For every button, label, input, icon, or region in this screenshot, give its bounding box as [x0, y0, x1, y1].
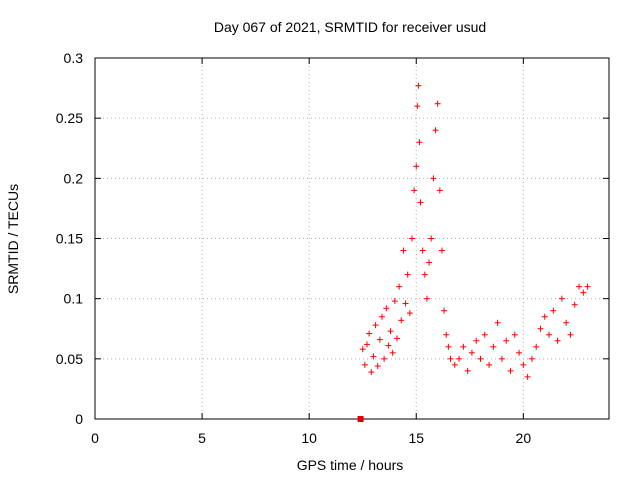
- data-point: [511, 331, 518, 338]
- data-point: [387, 328, 394, 335]
- y-tick-label: 0.15: [56, 231, 83, 247]
- data-point: [372, 322, 379, 329]
- y-tick-label: 0.25: [56, 110, 83, 126]
- data-point: [406, 310, 413, 317]
- y-tick-label: 0.1: [64, 291, 84, 307]
- data-point: [550, 307, 557, 314]
- y-tick-label: 0.3: [64, 50, 84, 66]
- data-point: [378, 313, 385, 320]
- data-point: [443, 331, 450, 338]
- data-point: [359, 346, 366, 353]
- data-point: [421, 271, 428, 278]
- data-point: [402, 300, 409, 307]
- y-axis-label: SRMTID / TECUs: [5, 184, 21, 294]
- data-point: [584, 283, 591, 290]
- x-axis-label: GPS time / hours: [297, 457, 404, 473]
- data-point: [580, 289, 587, 296]
- x-tick-label: 20: [516, 430, 532, 446]
- data-point: [520, 361, 527, 368]
- data-point: [414, 103, 421, 110]
- y-tick-label: 0.2: [64, 170, 84, 186]
- data-point: [464, 367, 471, 374]
- data-point: [468, 349, 475, 356]
- data-point: [503, 337, 510, 344]
- x-tick-label: 5: [198, 430, 206, 446]
- data-point: [563, 319, 570, 326]
- data-point: [498, 355, 505, 362]
- data-point: [436, 187, 443, 194]
- x-tick-label: 15: [408, 430, 424, 446]
- data-point: [481, 331, 488, 338]
- y-tick-label: 0: [75, 411, 83, 427]
- data-point: [537, 325, 544, 332]
- data-point: [434, 100, 441, 107]
- data-point: [381, 355, 388, 362]
- data-point: [516, 349, 523, 356]
- data-point: [445, 343, 452, 350]
- data-point: [494, 319, 501, 326]
- data-point: [393, 335, 400, 342]
- data-point: [374, 363, 381, 370]
- data-point: [554, 337, 561, 344]
- x-axis-ticks: 0 5 10 15 20: [91, 58, 531, 446]
- data-point: [571, 301, 578, 308]
- data-point: [528, 355, 535, 362]
- data-point: [385, 342, 392, 349]
- x-tick-label: 0: [91, 430, 99, 446]
- data-point: [400, 247, 407, 254]
- data-point: [447, 355, 454, 362]
- data-points: [359, 82, 591, 380]
- data-point: [558, 295, 565, 302]
- data-point: [486, 361, 493, 368]
- annotations: [357, 416, 364, 422]
- data-point: [451, 361, 458, 368]
- data-point: [404, 271, 411, 278]
- y-tick-label: 0.05: [56, 351, 83, 367]
- data-point: [428, 235, 435, 242]
- data-point: [411, 187, 418, 194]
- data-point: [477, 355, 484, 362]
- y-axis-ticks: 0 0.05 0.1 0.15 0.2 0.25 0.3: [56, 50, 609, 427]
- data-point: [441, 307, 448, 314]
- data-point: [416, 139, 423, 146]
- data-point: [567, 331, 574, 338]
- data-point: [507, 367, 514, 374]
- gridlines: [95, 58, 609, 419]
- data-point: [456, 355, 463, 362]
- data-point: [366, 330, 373, 337]
- data-point: [541, 313, 548, 320]
- data-point: [363, 341, 370, 348]
- data-point: [533, 343, 540, 350]
- data-point: [432, 127, 439, 134]
- data-point: [408, 235, 415, 242]
- data-point: [413, 163, 420, 170]
- data-point: [391, 298, 398, 305]
- data-point: [426, 259, 433, 266]
- data-point: [396, 283, 403, 290]
- chart-title: Day 067 of 2021, SRMTID for receiver usu…: [214, 19, 486, 35]
- data-point: [546, 331, 553, 338]
- data-point: [490, 343, 497, 350]
- data-point: [398, 317, 405, 324]
- data-point: [383, 305, 390, 312]
- data-point: [389, 349, 396, 356]
- data-point: [419, 247, 426, 254]
- data-point: [576, 283, 583, 290]
- data-point: [417, 199, 424, 206]
- data-point: [423, 295, 430, 302]
- data-point: [473, 337, 480, 344]
- x-tick-label: 10: [301, 430, 317, 446]
- data-point: [415, 82, 422, 89]
- data-point: [370, 353, 377, 360]
- data-point: [524, 373, 531, 380]
- data-point: [368, 369, 375, 376]
- square-marker: [357, 416, 364, 422]
- data-point: [361, 361, 368, 368]
- data-point: [460, 343, 467, 350]
- data-point: [430, 175, 437, 182]
- data-point: [438, 247, 445, 254]
- data-point: [376, 336, 383, 343]
